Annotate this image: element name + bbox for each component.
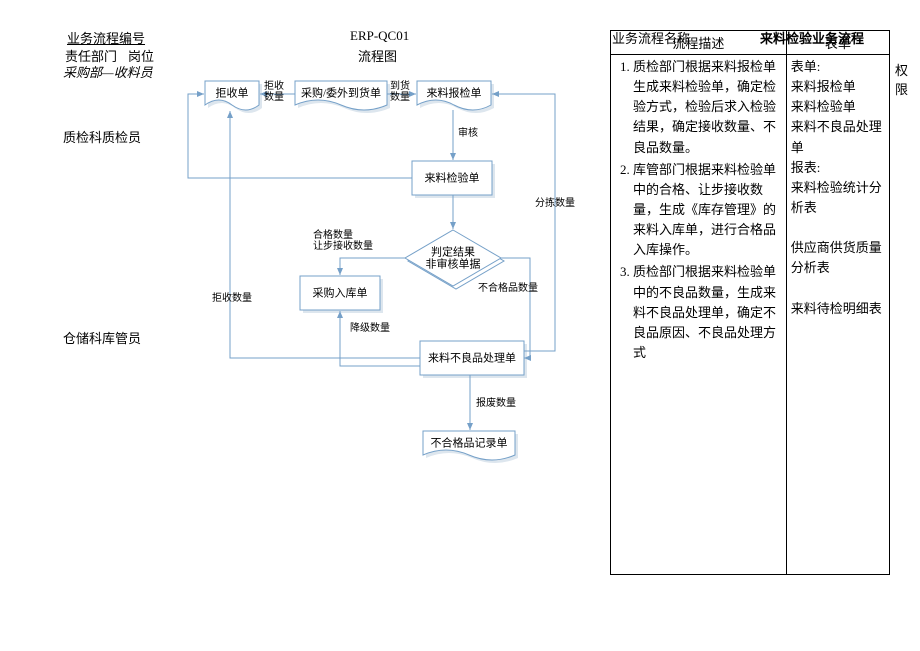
edge-reject2-label: 拒收数量 [212, 291, 252, 304]
edge-ng-label: 不合格品数量 [478, 281, 538, 294]
node-inspect: 来料检验单 [412, 161, 495, 198]
proc-id-label: 业务流程编号 [67, 28, 145, 47]
svg-text:拒收单: 拒收单 [216, 86, 249, 100]
edge-ok-label: 合格数量让步接收数量 [313, 228, 373, 252]
edge-sort-label: 分拣数量 [535, 196, 575, 209]
node-instock: 采购入库单 [300, 276, 383, 313]
desc-item: 库管部门根据来料检验单中的合格、让步接收数量，生成《库存管理》的来料入库单，进行… [633, 160, 782, 261]
edge-audit-label: 审核 [458, 126, 478, 139]
svg-text:采购入库单: 采购入库单 [313, 286, 368, 300]
desc-item: 质检部门根据来料检验单中的不良品数量，生成来料不良品处理单，确定不良品原因、不良… [633, 262, 782, 363]
node-defect: 来料不良品处理单 [420, 341, 527, 378]
svg-text:不合格品记录单: 不合格品记录单 [431, 436, 508, 450]
edge-reject-label: 拒收数量 [264, 79, 284, 103]
node-judge: 判定结果 非审核单据 [405, 230, 504, 289]
edge-sort [492, 94, 555, 351]
edge-down-label: 降级数量 [350, 321, 390, 334]
flowchart: 拒收单 采购/委外到货单 来料报检单 来料检验单 判定结果 非审核单据 采购入库… [0, 56, 610, 556]
node-report-doc: 来料报检单 [417, 81, 494, 113]
node-record-doc: 不合格品记录单 [423, 431, 518, 463]
perm-label: 权限 [895, 60, 920, 98]
form-header: 表单 [786, 31, 889, 55]
proc-id: ERP-QC01 [350, 28, 409, 44]
desc-table: 流程描述 表单 质检部门根据来料报检单生成来料检验单，确定检验方式，检验后求入检… [610, 30, 890, 575]
svg-text:来料不良品处理单: 来料不良品处理单 [428, 351, 516, 365]
edge-scrap-label: 报废数量 [476, 396, 516, 409]
svg-text:采购/委外到货单: 采购/委外到货单 [301, 86, 381, 100]
desc-item: 质检部门根据来料报检单生成来料检验单，确定检验方式，检验后求入检验结果，确定接收… [633, 57, 782, 158]
svg-text:非审核单据: 非审核单据 [426, 257, 481, 271]
forms-cell: 表单: 来料报检单 来料检验单 来料不良品处理单 报表: 来料检验统计分析表 供… [786, 55, 889, 575]
edge-arrive-label: 到货数量 [390, 79, 410, 103]
svg-text:判定结果: 判定结果 [431, 245, 475, 259]
node-arrive-doc: 采购/委外到货单 [295, 81, 390, 113]
svg-text:来料报检单: 来料报检单 [427, 86, 482, 100]
node-reject-doc: 拒收单 [205, 81, 262, 113]
svg-text:来料检验单: 来料检验单 [425, 171, 480, 185]
desc-header: 流程描述 [611, 31, 787, 55]
desc-cell: 质检部门根据来料报检单生成来料检验单，确定检验方式，检验后求入检验结果，确定接收… [611, 55, 787, 575]
edge-ok [340, 258, 406, 275]
